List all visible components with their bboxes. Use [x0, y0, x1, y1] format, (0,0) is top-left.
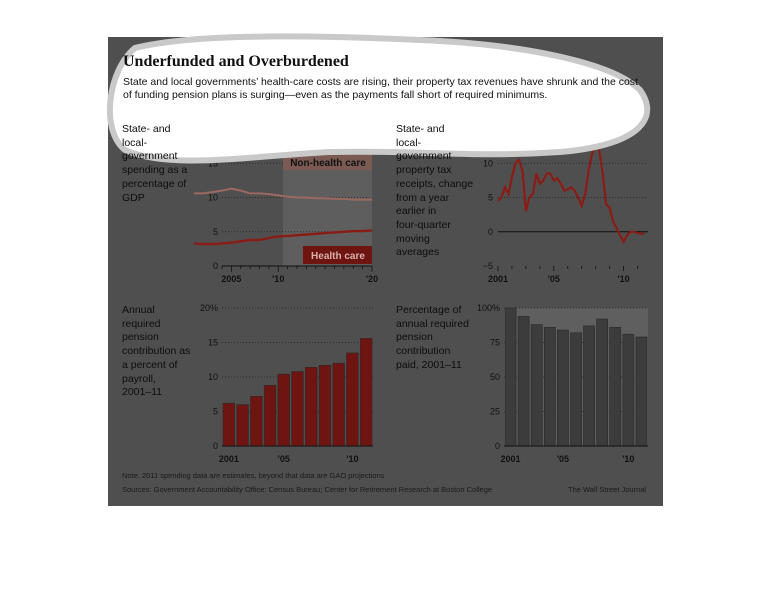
description-line: payroll, — [122, 372, 156, 385]
description-line: required — [122, 317, 161, 330]
y-tick-label: 10 — [208, 193, 218, 203]
y-tick-label: 5 — [488, 193, 493, 203]
footer-sources: Sources: Government Accountability Offic… — [122, 485, 493, 494]
y-tick-label: 10 — [208, 372, 218, 382]
description-line: local- — [122, 136, 148, 149]
description-line: annual required — [396, 317, 469, 330]
chart3-description: Annual required pension contribution as a pe… — [122, 304, 190, 400]
chart4-description: Percentage of annual required pension contr… — [396, 304, 469, 373]
description-line: pension — [396, 331, 433, 344]
x-tick-label: '10 — [346, 454, 358, 464]
y-tick-label: 75 — [490, 338, 500, 348]
y-tick-label: 15 — [208, 338, 218, 348]
description-line: State- and — [396, 123, 445, 135]
y-tick-label: 20% — [200, 303, 218, 313]
series-line-property-tax — [497, 144, 645, 245]
x-tick-label: 2001 — [488, 274, 508, 284]
x-tick-label: '05 — [278, 454, 290, 464]
graphic-title: Underfunded and Overburdened — [123, 53, 349, 70]
description-line: State- and — [122, 123, 171, 135]
description-line: paid, 2001–11 — [396, 358, 462, 371]
x-tick-label: 2001 — [219, 454, 239, 464]
series-line-health — [193, 229, 373, 246]
footer-credit: The Wall Street Journal — [568, 485, 647, 494]
description-line: GDP — [122, 191, 145, 204]
description-line: receipts, change — [396, 177, 474, 190]
description-line: contribution — [396, 345, 451, 358]
y-tick-label: 25 — [490, 407, 500, 417]
x-tick-label: '20 — [366, 274, 378, 284]
description-line: pension — [122, 331, 159, 344]
label-box — [303, 246, 372, 264]
description-line: 2001–11 — [122, 386, 163, 399]
y-tick-label: 5 — [213, 227, 218, 237]
description-line: a percent of — [122, 358, 178, 371]
description-line: from a year — [396, 191, 450, 204]
description-line: spending as a — [122, 164, 188, 177]
description-line: contribution as — [122, 345, 191, 358]
x-tick-label: 2005 — [221, 274, 241, 284]
description-line: averages — [396, 246, 440, 259]
description-line: earlier in — [396, 205, 437, 218]
y-tick-label: 10 — [483, 158, 493, 168]
x-tick-label: '05 — [548, 274, 560, 284]
description-line: Annual — [122, 304, 155, 316]
chart2-description: State- and local-government property tax re… — [396, 123, 473, 260]
series-label-health: Health care — [311, 251, 365, 262]
y-tick-label: 0 — [488, 227, 493, 237]
label-box — [283, 155, 372, 170]
x-tick-label: '10 — [618, 274, 630, 284]
series-line-non-health — [193, 187, 372, 201]
y-tick-label: 100% — [477, 303, 500, 313]
y-tick-label: 15 — [208, 158, 218, 168]
description-line: four-quarter — [396, 218, 451, 231]
x-tick-label: '10 — [622, 454, 634, 464]
y-tick-label: 0 — [495, 441, 500, 451]
description-line: percentage of — [122, 177, 187, 190]
x-tick-label: '05 — [557, 454, 569, 464]
y-tick-label: 0 — [213, 441, 218, 451]
graphic-subtitle: State and local governments’ health-care… — [123, 76, 638, 101]
x-tick-label: '10 — [272, 274, 284, 284]
y-tick-label: 0 — [213, 261, 218, 271]
y-tick-label: 5 — [213, 407, 218, 417]
y-tick-label: 50 — [490, 372, 500, 382]
series-label-non-health: Non-health care — [290, 158, 366, 169]
description-line: property tax — [396, 164, 452, 177]
footer-note: Note: 2011 spending data are estimates, … — [122, 471, 385, 480]
description-line: moving — [396, 232, 430, 245]
x-tick-label: 2001 — [501, 454, 521, 464]
y-tick-label: −5 — [483, 261, 493, 271]
description-line: government — [122, 150, 178, 163]
description-line: local- — [396, 136, 422, 149]
description-line: Percentage of — [396, 304, 462, 316]
description-line: government — [396, 150, 452, 163]
